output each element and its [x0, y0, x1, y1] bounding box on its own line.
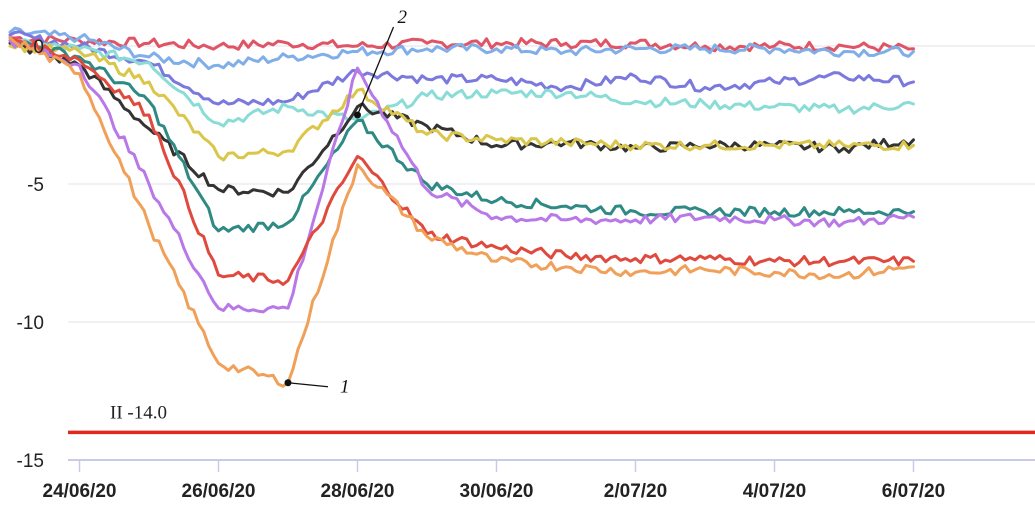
annotations: 12 [284, 7, 408, 398]
annotation-label: 1 [340, 377, 350, 398]
annotation-label: 2 [398, 7, 408, 28]
series-line [8, 39, 915, 233]
x-tick-label: 28/06/20 [321, 481, 395, 502]
series-group [8, 26, 915, 388]
annotation-leader [356, 26, 395, 116]
grid-lines [68, 45, 1035, 461]
x-tick-label: 2/07/20 [604, 481, 667, 502]
series-line [8, 36, 915, 388]
x-tick-label: 6/07/20 [882, 481, 945, 502]
x-tick-label: 4/07/20 [743, 481, 806, 502]
threshold-label: II -14.0 [110, 402, 167, 423]
annotation-leader [287, 382, 329, 388]
y-tick-label: -5 [27, 175, 44, 196]
y-tick-label: -15 [17, 451, 44, 472]
y-axis: 0 -5 -10 -15 [17, 37, 44, 472]
series-line [8, 30, 915, 107]
series-line [8, 38, 915, 128]
series-line [8, 26, 915, 71]
x-axis: 24/06/20 26/06/20 28/06/20 30/06/20 2/07/20 4… [43, 460, 945, 502]
y-tick-label: -10 [17, 313, 44, 334]
x-tick-label: 24/06/20 [43, 481, 117, 502]
x-tick-label: 30/06/20 [460, 481, 534, 502]
threshold-group: II -14.0 [68, 402, 1035, 435]
series-line [8, 36, 915, 286]
x-tick-label: 26/06/20 [182, 481, 256, 502]
series-line [8, 39, 915, 314]
series-line [8, 42, 915, 162]
y-tick-label: 0 [33, 37, 44, 58]
